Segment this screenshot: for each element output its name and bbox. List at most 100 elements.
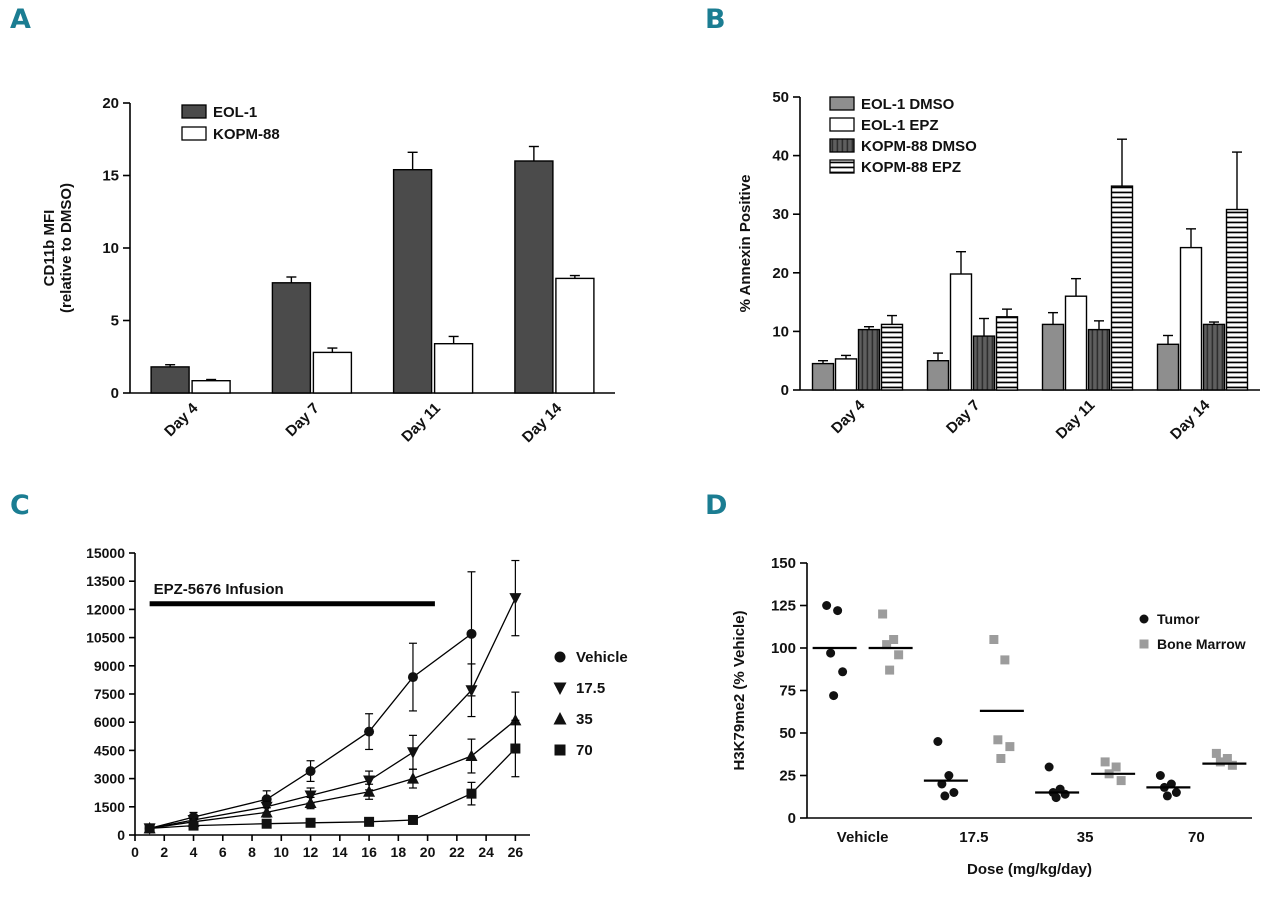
x-tick-label: Day 14	[519, 399, 566, 446]
error-bar	[448, 335, 459, 344]
triangle-down-marker	[553, 682, 567, 695]
square-marker	[261, 818, 272, 829]
circle-marker	[261, 794, 272, 805]
legend-label: 70	[576, 742, 593, 759]
bar	[1202, 323, 1226, 391]
bar	[1087, 328, 1111, 391]
x-tick-label: 35	[1077, 829, 1094, 846]
circle-marker	[364, 726, 375, 737]
y-tick-label: 20	[102, 95, 119, 112]
y-axis-label: H3K79me2 (% Vehicle)	[731, 610, 748, 770]
error-bar	[887, 314, 897, 325]
y-tick-label: 0	[788, 810, 796, 827]
bar	[514, 160, 554, 394]
panel-d-chart: 0 25 50 75 100 125 150 H3K79me2 (% Vehicle) Vehi…	[731, 555, 1252, 878]
y-tick-label: 7500	[94, 686, 125, 702]
bar	[150, 366, 190, 394]
series-35	[143, 691, 522, 834]
bar	[972, 335, 996, 391]
x-tick-label: 16	[361, 844, 377, 860]
x-tick-label: Day 4	[828, 396, 869, 437]
bar	[1041, 323, 1065, 391]
x-tick-label: 2	[160, 844, 168, 860]
legend-swatch	[829, 117, 855, 132]
legend-label: Vehicle	[576, 649, 628, 666]
legend: Tumor Bone Marrow	[1139, 611, 1246, 652]
legend-swatch	[181, 126, 207, 141]
square-marker	[1005, 742, 1015, 752]
legend-swatch	[829, 159, 855, 174]
error-bar	[528, 145, 539, 161]
circle-marker	[940, 791, 950, 801]
bar	[1225, 208, 1249, 391]
y-tick-label: 13500	[86, 573, 125, 589]
circle-marker	[1060, 789, 1070, 799]
x-tick-label: 8	[248, 844, 256, 860]
circle-marker	[1155, 771, 1165, 780]
y-tick-label: 0	[111, 385, 119, 402]
legend-swatch	[181, 104, 207, 119]
legend-label: KOPM-88 EPZ	[861, 159, 961, 176]
x-tick-label: 12	[303, 844, 319, 860]
square-marker	[1222, 754, 1232, 763]
square-marker	[1116, 776, 1126, 786]
square-marker	[885, 665, 895, 675]
circle-marker	[829, 691, 839, 701]
legend: EOL-1 KOPM-88	[181, 104, 280, 143]
bar	[995, 316, 1019, 391]
triangle-up-marker	[509, 713, 522, 726]
square-marker	[889, 635, 899, 644]
bar	[1179, 246, 1203, 391]
y-tick-label: 25	[779, 768, 796, 785]
legend-label: KOPM-88	[213, 126, 280, 143]
bar	[834, 358, 858, 391]
y-tick-label: 150	[771, 555, 796, 572]
square-marker	[1215, 757, 1225, 767]
error-bar	[818, 360, 828, 364]
error-bar	[165, 364, 176, 367]
square-marker	[894, 650, 904, 660]
error-bar	[407, 151, 418, 170]
circle-marker	[838, 667, 848, 677]
bar	[392, 168, 433, 394]
series-line	[149, 719, 516, 830]
error-bar	[1094, 320, 1104, 330]
bar	[857, 328, 881, 391]
panel-a-label: A	[10, 4, 32, 35]
square-marker	[989, 635, 999, 644]
square-marker	[407, 814, 418, 825]
bar	[811, 362, 835, 391]
error-bar	[864, 326, 874, 330]
error-bar	[979, 317, 989, 337]
y-tick-label: 30	[772, 206, 789, 223]
axes	[129, 552, 530, 841]
bar	[880, 323, 904, 391]
circle-marker	[822, 601, 832, 610]
circle-marker	[554, 651, 566, 663]
panel-c-label: C	[10, 490, 31, 521]
circle-marker	[1139, 614, 1149, 624]
error-bar	[1232, 151, 1242, 210]
bar	[1064, 295, 1088, 391]
square-marker	[554, 744, 566, 756]
y-tick-label: 50	[779, 725, 796, 742]
square-marker	[364, 816, 375, 827]
error-bar	[286, 276, 297, 283]
square-marker	[144, 823, 155, 834]
triangle-up-marker	[553, 712, 567, 725]
triangle-down-marker	[304, 790, 317, 803]
legend-label: Tumor	[1157, 611, 1200, 627]
y-tick-label: 9000	[94, 658, 125, 674]
bar	[926, 360, 950, 391]
y-axis-label: CD11b MFI	[41, 210, 58, 287]
axes	[800, 562, 1252, 819]
circle-marker	[1051, 793, 1061, 803]
y-tick-label: 6000	[94, 714, 125, 730]
y-tick-label: 75	[779, 683, 796, 700]
legend-label: 17.5	[576, 680, 605, 697]
square-marker	[510, 743, 521, 754]
square-marker	[993, 735, 1003, 745]
legend: EOL-1 DMSO EOL-1 EPZ KOPM-88 DMSO KOPM-88 E…	[829, 96, 977, 176]
circle-marker	[933, 737, 943, 746]
legend-label: EOL-1 EPZ	[861, 117, 939, 134]
